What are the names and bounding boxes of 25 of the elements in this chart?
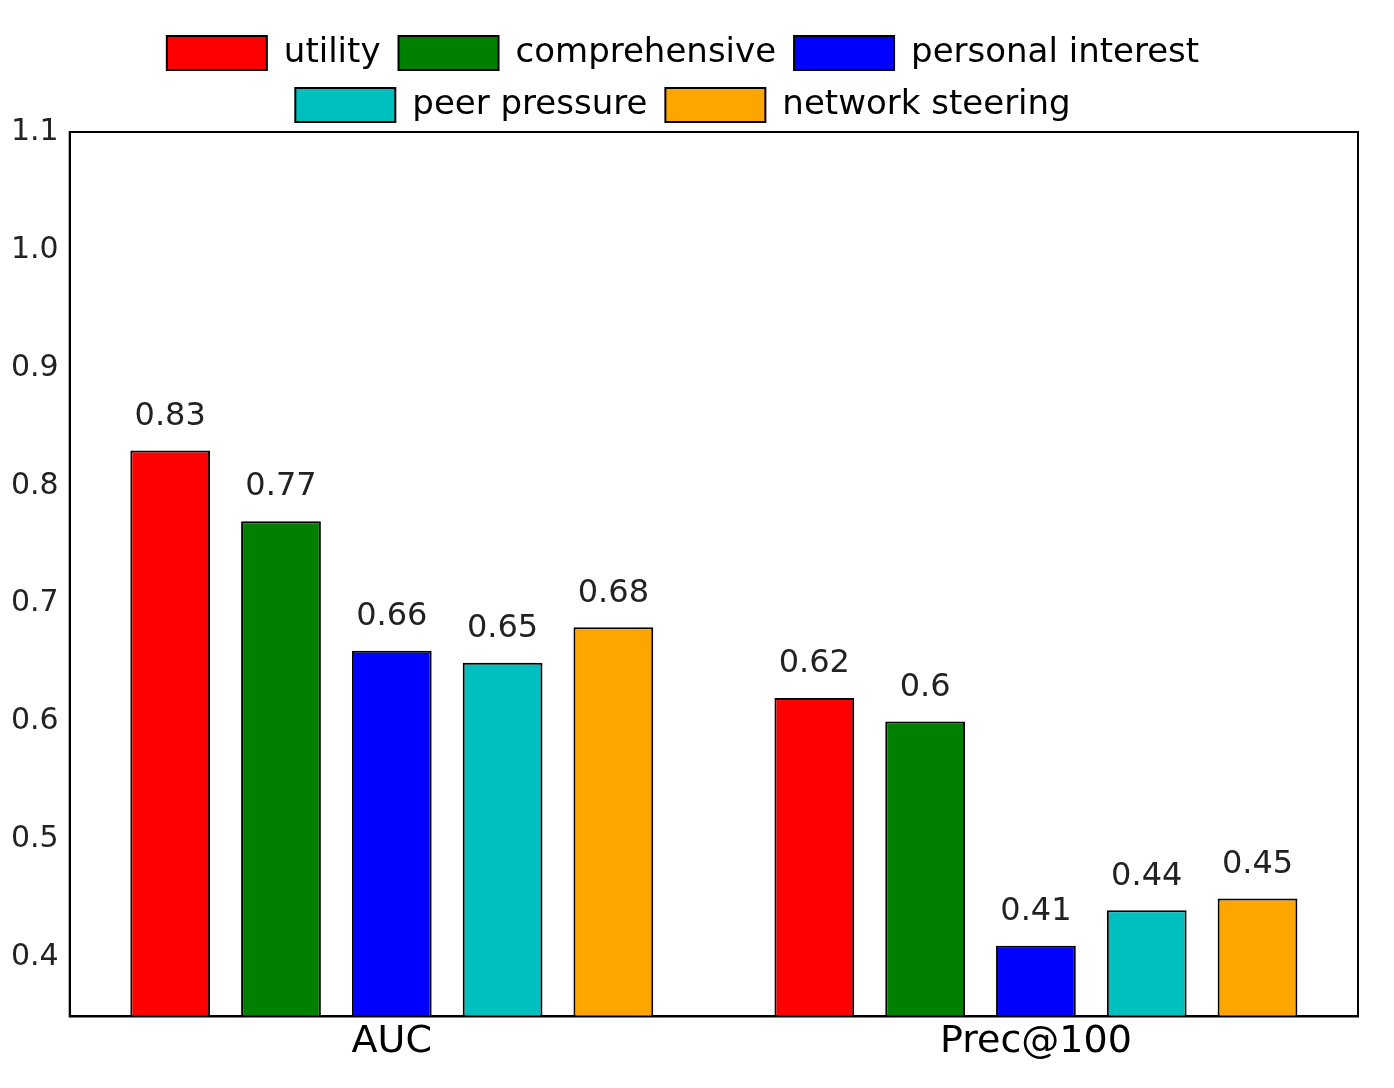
data-label: 0.83 [134, 394, 206, 433]
y-tick-label: 0.8 [10, 465, 59, 501]
legend-label: peer pressure [412, 81, 648, 122]
legend-label: network steering [782, 81, 1071, 122]
data-label: 0.45 [1221, 842, 1294, 881]
data-label: 0.68 [577, 571, 649, 610]
data-label: 0.66 [356, 595, 428, 634]
y-tick-label: 0.7 [10, 583, 59, 619]
y-tick-label: 0.9 [10, 347, 59, 383]
y-tick-label: 1.0 [10, 229, 59, 265]
y-tick-label: 0.6 [10, 701, 59, 737]
data-label: 0.6 [899, 665, 951, 704]
y-tick-label: 1.1 [10, 111, 59, 147]
data-label: 0.62 [778, 642, 850, 681]
data-label: 0.41 [1000, 889, 1072, 928]
y-tick-label: 0.5 [10, 819, 59, 855]
x-tick-label: Prec@100 [940, 1017, 1132, 1062]
x-tick-label: AUC [351, 1017, 432, 1062]
legend-label: utility [283, 29, 381, 70]
data-label: 0.77 [245, 465, 317, 504]
y-tick-label: 0.4 [10, 937, 59, 973]
legend-label: comprehensive [515, 29, 777, 70]
data-label: 0.44 [1111, 854, 1183, 893]
data-label: 0.65 [466, 606, 539, 645]
legend-label: personal interest [911, 29, 1200, 70]
